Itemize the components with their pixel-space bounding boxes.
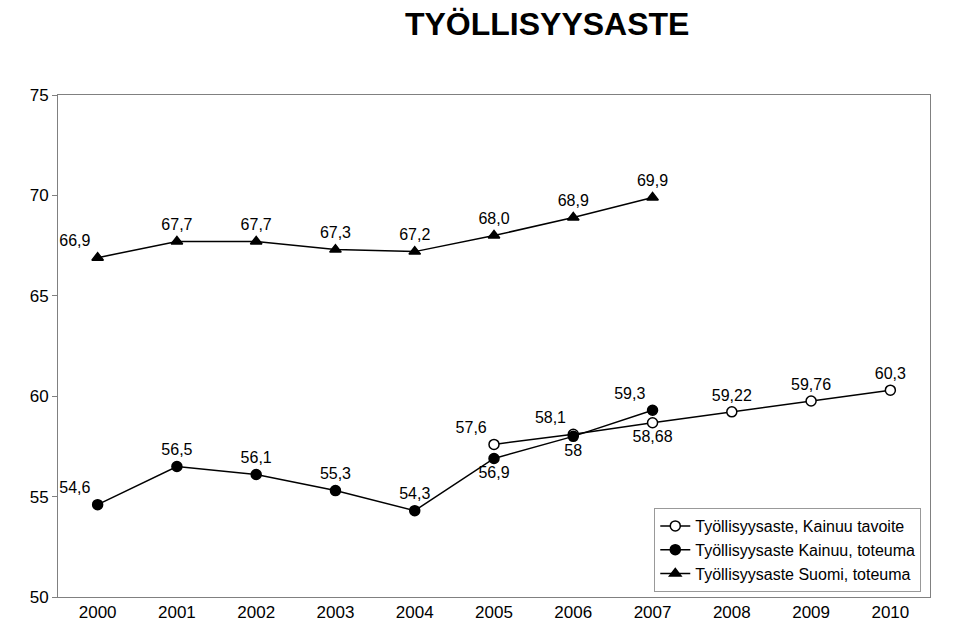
svg-text:66,9: 66,9 — [59, 232, 90, 249]
svg-text:Työllisyysaste Kainuu, toteuma: Työllisyysaste Kainuu, toteuma — [695, 542, 915, 559]
svg-text:2010: 2010 — [871, 603, 909, 622]
svg-text:58: 58 — [564, 442, 582, 459]
svg-text:Työllisyysaste Suomi, toteuma: Työllisyysaste Suomi, toteuma — [695, 566, 910, 583]
svg-text:67,7: 67,7 — [241, 216, 272, 233]
svg-text:2009: 2009 — [792, 603, 830, 622]
svg-text:2007: 2007 — [634, 603, 672, 622]
svg-text:56,5: 56,5 — [161, 441, 192, 458]
svg-text:60: 60 — [30, 387, 49, 406]
svg-text:56,9: 56,9 — [478, 464, 509, 481]
svg-text:2005: 2005 — [475, 603, 513, 622]
svg-text:56,1: 56,1 — [241, 449, 272, 466]
svg-text:67,7: 67,7 — [161, 216, 192, 233]
svg-text:70: 70 — [30, 186, 49, 205]
svg-text:67,3: 67,3 — [320, 224, 351, 241]
svg-text:TYÖLLISYYSASTE: TYÖLLISYYSASTE — [405, 6, 689, 42]
svg-text:54,3: 54,3 — [399, 485, 430, 502]
svg-text:57,6: 57,6 — [456, 419, 487, 436]
svg-text:2002: 2002 — [237, 603, 275, 622]
svg-text:54,6: 54,6 — [59, 479, 90, 496]
svg-text:75: 75 — [30, 86, 49, 105]
svg-text:55,3: 55,3 — [320, 465, 351, 482]
svg-text:65: 65 — [30, 287, 49, 306]
svg-text:2000: 2000 — [79, 603, 117, 622]
svg-text:55: 55 — [30, 488, 49, 507]
svg-text:50: 50 — [30, 588, 49, 607]
svg-text:2003: 2003 — [317, 603, 355, 622]
svg-text:2008: 2008 — [713, 603, 751, 622]
svg-text:58,68: 58,68 — [633, 428, 673, 445]
svg-text:67,2: 67,2 — [399, 226, 430, 243]
svg-text:2006: 2006 — [554, 603, 592, 622]
svg-text:Työllisyysaste, Kainuu tavoite: Työllisyysaste, Kainuu tavoite — [695, 518, 904, 535]
svg-text:68,0: 68,0 — [478, 210, 509, 227]
svg-text:68,9: 68,9 — [558, 192, 589, 209]
svg-text:59,22: 59,22 — [712, 387, 752, 404]
svg-text:60,3: 60,3 — [875, 365, 906, 382]
svg-text:59,76: 59,76 — [791, 376, 831, 393]
svg-text:58,1: 58,1 — [535, 409, 566, 426]
svg-text:2004: 2004 — [396, 603, 434, 622]
svg-text:59,3: 59,3 — [614, 385, 645, 402]
svg-text:69,9: 69,9 — [637, 172, 668, 189]
svg-text:2001: 2001 — [158, 603, 196, 622]
